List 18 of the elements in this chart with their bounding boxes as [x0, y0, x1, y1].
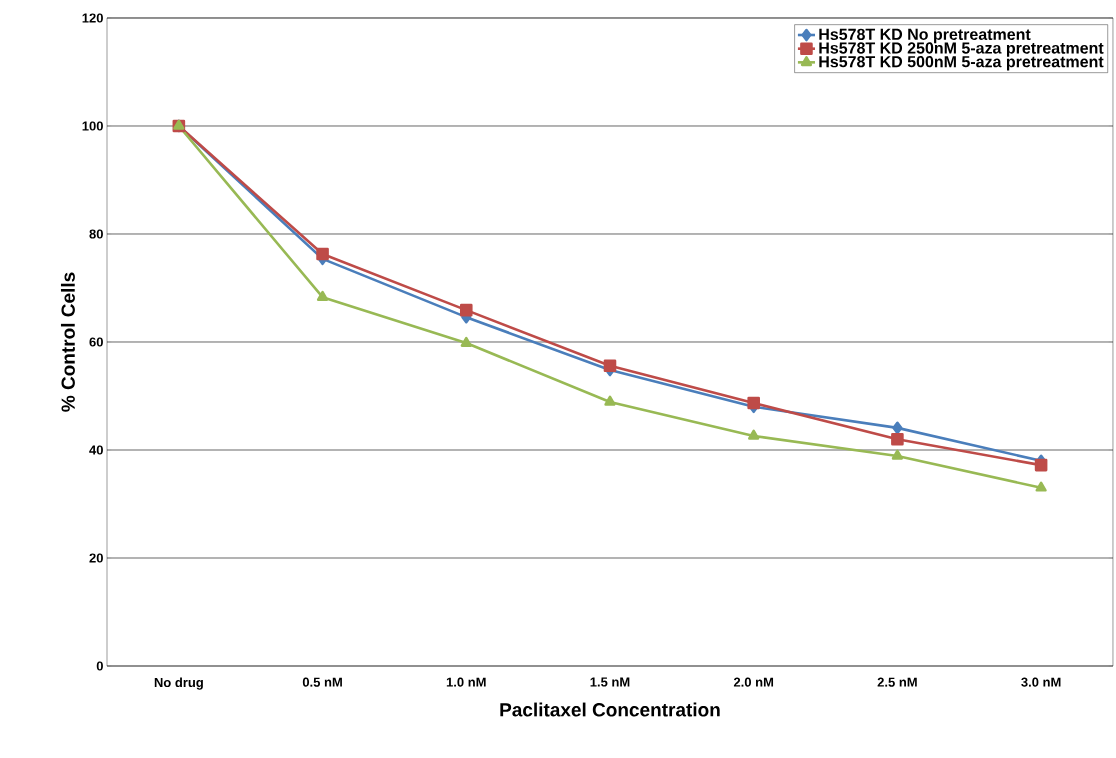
legend-label: Hs578T KD 500nM 5-aza pretreatment [819, 56, 1104, 71]
x-tick-label: 2.5 nM [877, 677, 917, 687]
y-tick-label: 0 [96, 661, 103, 671]
x-tick-label: 3.0 nM [1021, 677, 1061, 687]
x-tick-label: 1.0 nM [446, 677, 486, 687]
y-tick-label: 40 [89, 445, 103, 455]
legend-label: Hs578T KD 250nM 5-aza pretreatment [819, 42, 1104, 57]
y-tick-label: 60 [89, 337, 103, 347]
x-tick-label: 0.5 nM [302, 677, 342, 687]
y-tick-label: 80 [89, 229, 103, 239]
y-tick-label: 100 [82, 121, 103, 131]
x-axis-title: Paclitaxel Concentration [500, 702, 720, 717]
y-tick-label: 120 [82, 13, 103, 23]
x-tick-label: 1.5 nM [590, 677, 630, 687]
y-tick-label: 20 [89, 553, 103, 563]
y-axis-title: % Control Cells [60, 272, 75, 412]
x-tick-label: No drug [154, 677, 203, 690]
x-tick-label: 2.0 nM [733, 677, 774, 687]
